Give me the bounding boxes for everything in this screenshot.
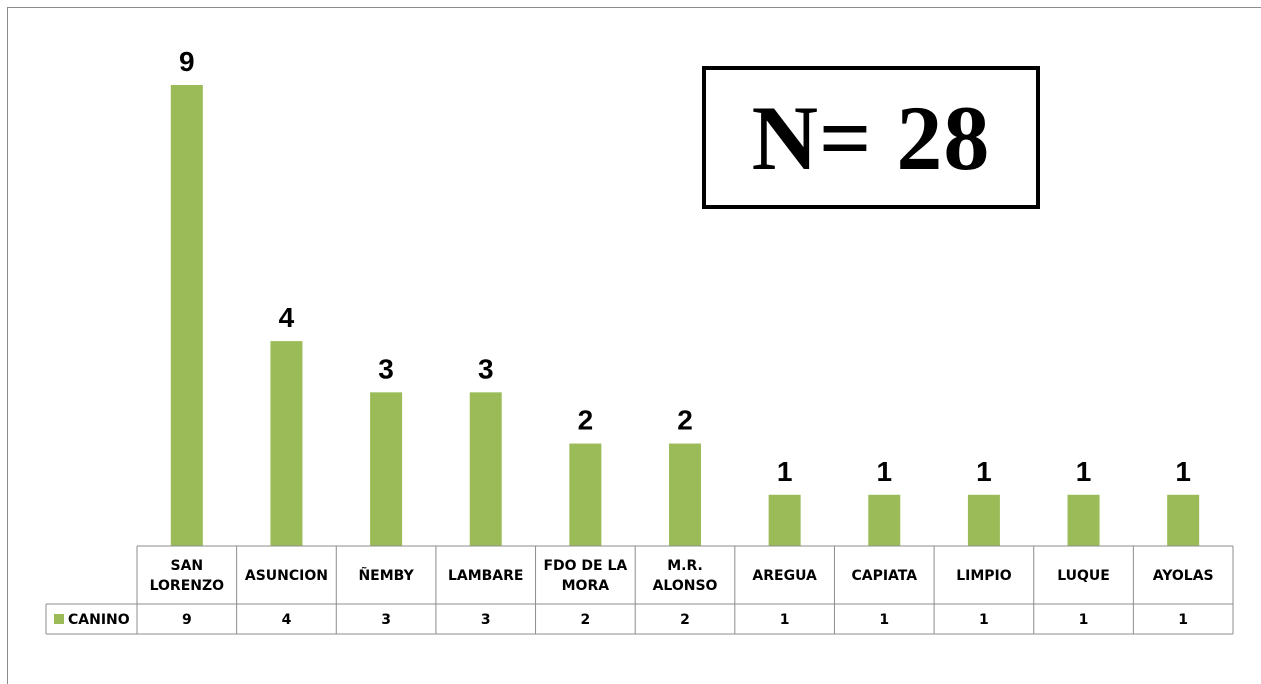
table-value: 2 <box>680 612 690 628</box>
table-value: 1 <box>780 612 790 628</box>
sample-size-box: N= 28 <box>702 66 1040 209</box>
chart-frame <box>7 7 1261 684</box>
bar-value-label: 3 <box>478 353 494 384</box>
bar <box>868 494 901 546</box>
category-label: LAMBARE <box>448 568 524 584</box>
category-label: LIMPIO <box>956 568 1012 584</box>
bar <box>170 85 203 546</box>
table-value: 1 <box>1079 612 1089 628</box>
bar <box>768 494 801 546</box>
bar <box>370 392 403 546</box>
bar-value-label: 2 <box>578 405 594 436</box>
table-value: 3 <box>481 612 491 628</box>
category-label: AREGUA <box>752 568 817 584</box>
table-value: 1 <box>879 612 889 628</box>
category-label: FDO DE LA <box>543 558 627 574</box>
table-value: 9 <box>182 612 192 628</box>
bar <box>1167 494 1200 546</box>
bar-value-label: 1 <box>1076 456 1092 487</box>
sample-size-label: N= 28 <box>751 86 991 189</box>
bar <box>569 443 602 546</box>
bar-value-label: 1 <box>1175 456 1191 487</box>
bar <box>1067 494 1100 546</box>
bar-value-label: 2 <box>677 405 693 436</box>
category-label: LORENZO <box>150 578 225 594</box>
category-label: M.R. <box>667 558 703 574</box>
category-label: LUQUE <box>1057 568 1110 584</box>
bar-value-label: 1 <box>777 456 793 487</box>
category-label: SAN <box>170 558 203 574</box>
table-value: 4 <box>282 612 292 628</box>
table-value: 1 <box>979 612 989 628</box>
category-label: ALONSO <box>653 578 718 594</box>
legend-label: CANINO <box>68 612 130 628</box>
category-label: ASUNCION <box>245 568 328 584</box>
table-value: 1 <box>1178 612 1188 628</box>
bar-value-label: 1 <box>976 456 992 487</box>
bar <box>967 494 1000 546</box>
category-label: MORA <box>562 578 610 594</box>
table-value: 3 <box>381 612 391 628</box>
bar-value-label: 9 <box>179 46 195 77</box>
bar-value-label: 1 <box>876 456 892 487</box>
bar <box>669 443 701 546</box>
category-label: CAPIATA <box>851 568 917 584</box>
category-label: AYOLAS <box>1153 568 1214 584</box>
bar-value-label: 3 <box>378 353 394 384</box>
bar-value-label: 4 <box>279 302 295 333</box>
category-label: ÑEMBY <box>358 567 414 584</box>
bar <box>469 392 502 546</box>
table-value: 2 <box>580 612 590 628</box>
legend-swatch <box>54 614 64 624</box>
bar <box>270 341 303 546</box>
